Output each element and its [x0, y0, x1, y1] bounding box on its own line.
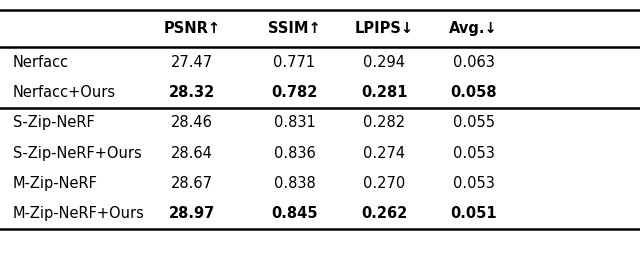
Text: LPIPS↓: LPIPS↓	[355, 21, 413, 36]
Text: SSIM↑: SSIM↑	[268, 21, 321, 36]
Text: 0.051: 0.051	[451, 206, 497, 221]
Text: 0.294: 0.294	[363, 55, 405, 70]
Text: M-Zip-NeRF: M-Zip-NeRF	[13, 176, 98, 191]
Text: 0.845: 0.845	[271, 206, 317, 221]
Text: 0.055: 0.055	[452, 115, 495, 130]
Text: 0.270: 0.270	[363, 176, 405, 191]
Text: PSNR↑: PSNR↑	[163, 21, 221, 36]
Text: 0.262: 0.262	[361, 206, 407, 221]
Text: 0.782: 0.782	[271, 85, 317, 100]
Text: 0.053: 0.053	[452, 146, 495, 161]
Text: 0.838: 0.838	[273, 176, 316, 191]
Text: 0.831: 0.831	[273, 115, 316, 130]
Text: 0.274: 0.274	[363, 146, 405, 161]
Text: S-Zip-NeRF: S-Zip-NeRF	[13, 115, 95, 130]
Text: Nerfacc: Nerfacc	[13, 55, 69, 70]
Text: 0.058: 0.058	[451, 85, 497, 100]
Text: 27.47: 27.47	[171, 55, 213, 70]
Text: M-Zip-NeRF+Ours: M-Zip-NeRF+Ours	[13, 206, 145, 221]
Text: 28.64: 28.64	[171, 146, 213, 161]
Text: 28.67: 28.67	[171, 176, 213, 191]
Text: 28.32: 28.32	[169, 85, 215, 100]
Text: 0.063: 0.063	[452, 55, 495, 70]
Text: 0.282: 0.282	[363, 115, 405, 130]
Text: Avg.↓: Avg.↓	[449, 21, 498, 36]
Text: Nerfacc+Ours: Nerfacc+Ours	[13, 85, 116, 100]
Text: 28.46: 28.46	[171, 115, 213, 130]
Text: 0.771: 0.771	[273, 55, 316, 70]
Text: 0.053: 0.053	[452, 176, 495, 191]
Text: 0.281: 0.281	[361, 85, 407, 100]
Text: S-Zip-NeRF+Ours: S-Zip-NeRF+Ours	[13, 146, 141, 161]
Text: 0.836: 0.836	[273, 146, 316, 161]
Text: 28.97: 28.97	[169, 206, 215, 221]
